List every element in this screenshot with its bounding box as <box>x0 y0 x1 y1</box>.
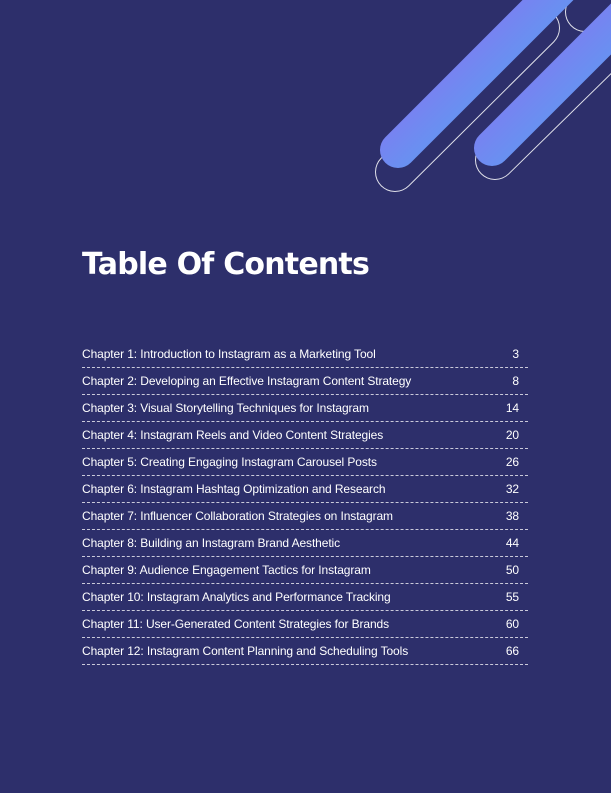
page-number: 66 <box>505 644 519 658</box>
toc-row[interactable]: Chapter 11: User-Generated Content Strat… <box>82 611 528 638</box>
chapter-title: Chapter 3: Visual Storytelling Technique… <box>82 401 369 415</box>
chapter-title: Chapter 5: Creating Engaging Instagram C… <box>82 455 377 469</box>
chapter-title: Chapter 6: Instagram Hashtag Optimizatio… <box>82 482 386 496</box>
chapter-title: Chapter 4: Instagram Reels and Video Con… <box>82 428 384 442</box>
toc-row[interactable]: Chapter 2: Developing an Effective Insta… <box>82 368 528 395</box>
page-number: 60 <box>505 617 519 631</box>
chapter-title: Chapter 11: User-Generated Content Strat… <box>82 617 390 631</box>
page-number: 8 <box>512 374 519 388</box>
page-number: 14 <box>505 401 519 415</box>
page-title: Table Of Contents <box>82 247 370 282</box>
chapter-title: Chapter 1: Introduction to Instagram as … <box>82 347 376 361</box>
decorative-gradient-streaks <box>375 0 611 192</box>
chapter-title: Chapter 2: Developing an Effective Insta… <box>82 374 412 388</box>
page-number: 3 <box>512 347 519 361</box>
chapter-title: Chapter 7: Influencer Collaboration Stra… <box>82 509 393 523</box>
chapter-title: Chapter 8: Building an Instagram Brand A… <box>82 536 341 550</box>
toc-row[interactable]: Chapter 3: Visual Storytelling Technique… <box>82 395 528 422</box>
page-number: 55 <box>505 590 519 604</box>
page-number: 32 <box>505 482 519 496</box>
toc-row[interactable]: Chapter 12: Instagram Content Planning a… <box>82 638 528 665</box>
table-of-contents: Chapter 1: Introduction to Instagram as … <box>82 341 528 665</box>
toc-row[interactable]: Chapter 10: Instagram Analytics and Perf… <box>82 584 528 611</box>
toc-row[interactable]: Chapter 1: Introduction to Instagram as … <box>82 341 528 368</box>
toc-row[interactable]: Chapter 7: Influencer Collaboration Stra… <box>82 503 528 530</box>
toc-row[interactable]: Chapter 9: Audience Engagement Tactics f… <box>82 557 528 584</box>
toc-row[interactable]: Chapter 4: Instagram Reels and Video Con… <box>82 422 528 449</box>
page-number: 44 <box>505 536 519 550</box>
chapter-title: Chapter 9: Audience Engagement Tactics f… <box>82 563 371 577</box>
toc-row[interactable]: Chapter 5: Creating Engaging Instagram C… <box>82 449 528 476</box>
page-number: 50 <box>505 563 519 577</box>
toc-row[interactable]: Chapter 6: Instagram Hashtag Optimizatio… <box>82 476 528 503</box>
page-number: 26 <box>505 455 519 469</box>
toc-row[interactable]: Chapter 8: Building an Instagram Brand A… <box>82 530 528 557</box>
chapter-title: Chapter 10: Instagram Analytics and Perf… <box>82 590 391 604</box>
page-number: 38 <box>505 509 519 523</box>
chapter-title: Chapter 12: Instagram Content Planning a… <box>82 644 409 658</box>
page-number: 20 <box>505 428 519 442</box>
